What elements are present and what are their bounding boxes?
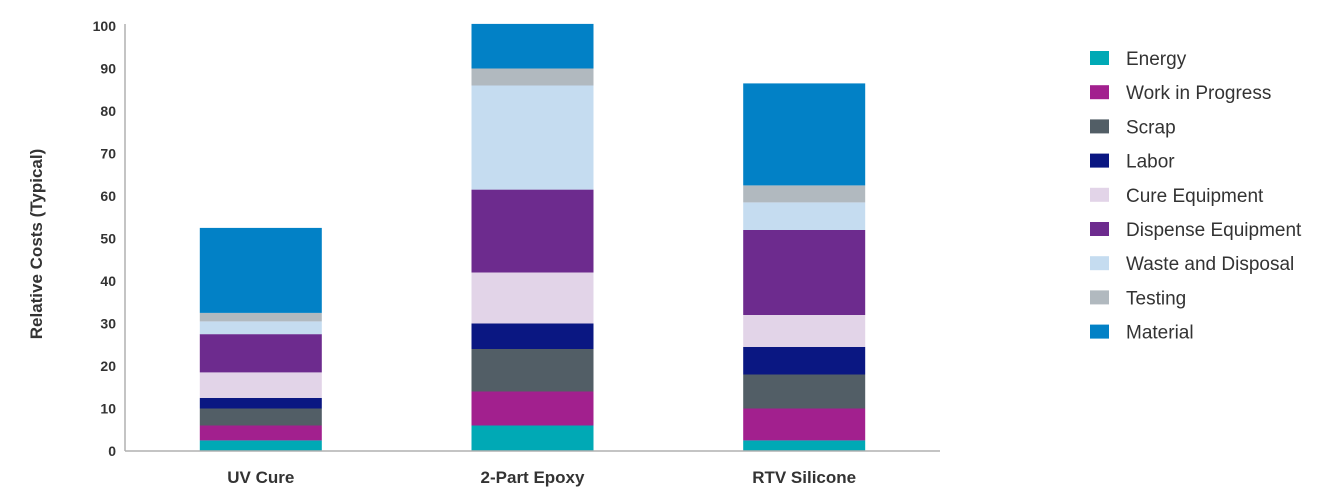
axes [124,24,940,452]
bar-segment [471,323,594,349]
legend-swatch [1090,85,1109,100]
bar-segment [471,349,594,392]
legend-item: Testing [1090,288,1186,309]
bar-segment [743,185,866,203]
bar-segment [743,230,866,315]
legend-label: Energy [1126,49,1187,70]
legend-swatch [1090,119,1109,134]
y-tick-label: 100 [93,18,117,34]
legend-item: Waste and Disposal [1090,254,1294,275]
legend-label: Cure Equipment [1126,186,1264,207]
bar-stack [471,23,594,451]
y-tick-label: 40 [100,273,116,289]
legend-label: Dispense Equipment [1126,220,1302,241]
legend-item: Work in Progress [1090,83,1271,104]
bar-segment [743,202,866,230]
legend-item: Dispense Equipment [1090,220,1302,241]
bar-segment [199,408,322,426]
y-tick-label: 90 [100,61,116,77]
y-tick-label: 80 [100,103,116,119]
legend-item: Labor [1090,152,1175,173]
bar-segment [743,346,866,375]
legend-swatch [1090,324,1109,339]
legend-label: Waste and Disposal [1126,254,1294,275]
bar-segment [471,189,594,273]
y-tick-label: 70 [100,146,116,162]
legend-label: Labor [1126,152,1175,173]
bar-segment [743,374,866,409]
legend-item: Energy [1090,49,1187,70]
legend-swatch [1090,187,1109,202]
legend-swatch [1090,153,1109,168]
legend-label: Work in Progress [1126,83,1271,104]
y-tick-label: 20 [100,358,116,374]
bar-segment [743,408,866,441]
category-label: 2-Part Epoxy [481,468,585,487]
y-axis-title-group: Relative Costs (Typical) [27,149,46,340]
bar-segment [199,312,322,322]
bar-segment [199,321,322,335]
bar-segment [743,83,866,186]
bar-segment [199,334,322,373]
legend-label: Material [1126,323,1194,344]
bar-segment [471,425,594,451]
bar-segment [471,391,594,426]
y-tick-label: 30 [100,316,116,332]
bar-segment [743,440,866,451]
legend-label: Testing [1126,288,1186,309]
bar-segment [199,425,322,441]
legend-swatch [1090,256,1109,271]
legend-swatch [1090,222,1109,236]
y-tick-label: 50 [100,231,116,247]
legend-swatch [1090,290,1109,305]
legend-label: Scrap [1126,117,1176,138]
category-labels: UV Cure 2-Part Epoxy RTV Silicone [227,468,856,487]
bar-segment [743,315,866,347]
bar-stack [743,83,866,451]
bar-stack [199,227,322,451]
bar-segment [199,440,322,451]
category-label: RTV Silicone [752,468,856,487]
bars [199,23,866,451]
y-tick-label: 10 [100,401,116,417]
bar-segment [471,85,594,190]
y-tick-label: 0 [108,443,116,459]
y-axis-ticks: 0 10 20 30 40 50 60 70 80 90 100 [93,18,117,459]
bar-segment [199,397,322,409]
bar-segment [199,227,322,313]
legend-item: Cure Equipment [1090,186,1264,207]
bar-segment [471,23,594,69]
bar-segment [199,372,322,398]
category-label: UV Cure [227,468,294,487]
legend-item: Scrap [1090,117,1176,138]
legend-item: Material [1090,323,1194,344]
legend: Energy Work in Progress Scrap Labor Cure Equ… [1090,49,1302,344]
legend-swatch [1090,51,1109,65]
y-axis-title: Relative Costs (Typical) [27,149,46,340]
bar-segment [471,272,594,324]
bar-segment [471,68,594,86]
y-tick-label: 60 [100,188,116,204]
